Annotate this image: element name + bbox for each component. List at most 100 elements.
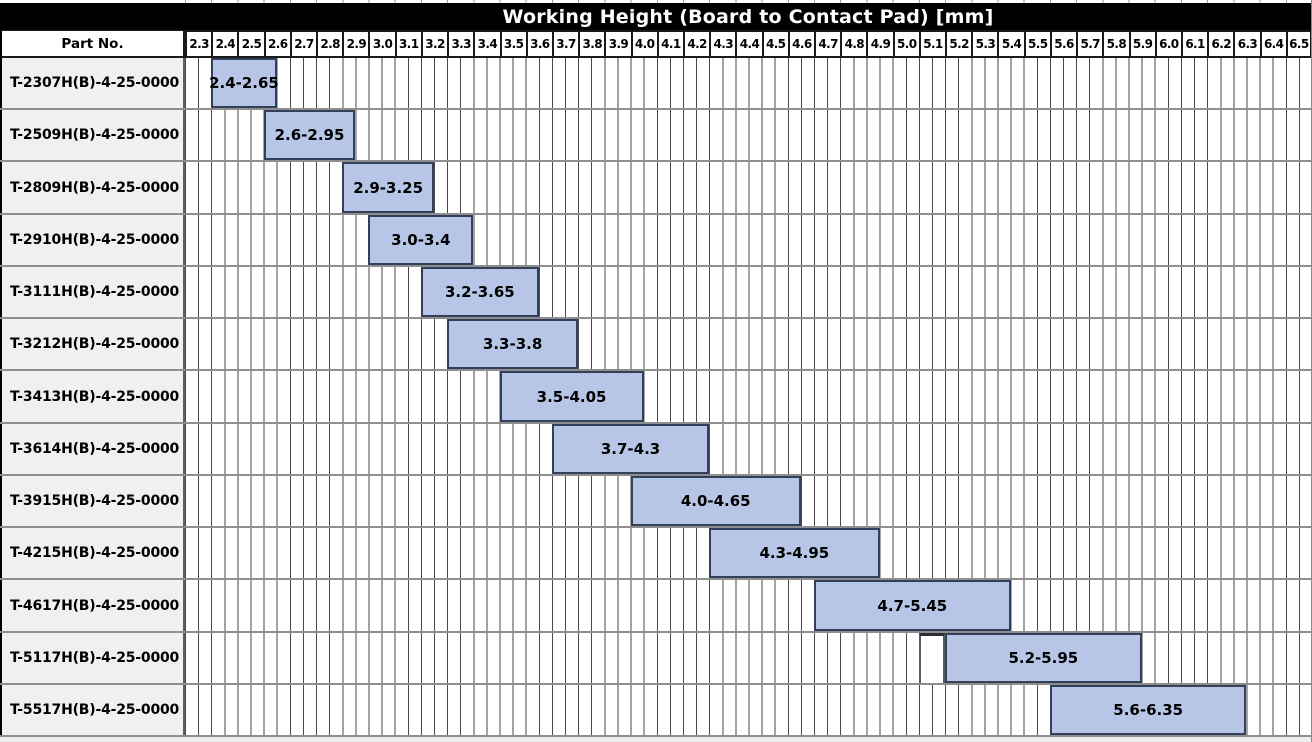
x-axis-tick-label: 5.7 [1076, 30, 1103, 58]
x-axis-tick-label: 5.2 [945, 30, 972, 58]
range-bar: 5.6-6.35 [1049, 685, 1247, 735]
range-bar: 4.3-4.95 [709, 528, 880, 578]
range-bar: 3.0-3.4 [368, 215, 474, 265]
range-bar-label: 3.2-3.65 [444, 283, 515, 301]
x-axis-tick-label: 2.8 [316, 30, 343, 58]
x-axis-tick-label: 4.2 [682, 30, 710, 58]
table-row: 4.3-4.95 T-4215H(B)-4-25-0000 [0, 528, 1311, 580]
x-axis-tick-label: 2.7 [289, 30, 317, 58]
part-no-cell: T-5517H(B)-4-25-0000 [0, 685, 185, 735]
range-bar-label: 2.4-2.65 [209, 74, 279, 92]
table-row: 2.4-2.65 T-2307H(B)-4-25-0000 [0, 58, 1311, 110]
x-axis-tick-label: 5.0 [892, 30, 919, 58]
range-bar-label: 5.2-5.95 [1008, 649, 1079, 667]
range-bar: 2.9-3.25 [342, 162, 434, 213]
x-axis-tick-label: 2.4 [211, 30, 238, 58]
range-bar-label: 4.0-4.65 [680, 492, 751, 510]
part-no-cell: T-2910H(B)-4-25-0000 [0, 215, 185, 265]
x-axis-tick-label: 2.6 [263, 30, 290, 58]
range-bar: 2.4-2.65 [209, 58, 279, 108]
range-bar-label: 2.6-2.95 [274, 126, 345, 144]
x-axis-tick-label: 6.5 [1285, 30, 1311, 58]
part-no-cell: T-4617H(B)-4-25-0000 [0, 580, 185, 631]
row-gridlines [185, 424, 1311, 474]
x-axis-tick-label: 5.6 [1049, 30, 1077, 58]
x-axis-tick-label: 4.3 [709, 30, 736, 58]
range-bar-label: 4.7-5.45 [877, 596, 948, 615]
range-bar-label: 2.9-3.25 [353, 178, 424, 197]
table-row: 3.2-3.65 T-3111H(B)-4-25-0000 [0, 267, 1311, 319]
x-axis-tick-label: 4.9 [866, 30, 893, 58]
row-gridlines [185, 58, 1311, 108]
range-bar-label: 3.7-4.3 [600, 440, 661, 458]
range-bar: 5.2-5.95 [945, 633, 1142, 683]
chart-title: Working Height (Board to Contact Pad) [m… [502, 5, 994, 28]
table-row: 2.9-3.25 T-2809H(B)-4-25-0000 [0, 162, 1311, 215]
row-gridlines [185, 319, 1311, 369]
table-row: 3.7-4.3 T-3614H(B)-4-25-0000 [0, 424, 1311, 476]
x-axis-tick-label: 4.1 [656, 30, 683, 58]
part-no-cell: T-5117H(B)-4-25-0000 [0, 633, 185, 683]
x-axis-tick-label: 6.3 [1233, 30, 1260, 58]
row-gridlines [185, 215, 1311, 265]
x-axis-tick-label: 3.2 [420, 30, 448, 58]
x-axis-tick-label: 6.1 [1180, 30, 1208, 58]
range-bar-label: 5.6-6.35 [1113, 701, 1184, 719]
x-axis-tick-label: 6.0 [1154, 30, 1181, 58]
x-axis-tick-label: 3.6 [525, 30, 552, 58]
x-axis-tick-label: 3.7 [551, 30, 579, 58]
x-axis-tick-label: 2.9 [342, 30, 369, 58]
table-row: 3.3-3.8 T-3212H(B)-4-25-0000 [0, 319, 1311, 371]
range-bar: 4.7-5.45 [814, 580, 1011, 631]
x-axis-tick-label: 3.5 [499, 30, 526, 58]
part-no-cell: T-3212H(B)-4-25-0000 [0, 319, 185, 369]
row-gridlines [185, 371, 1311, 422]
x-axis-tick-label: 5.1 [918, 30, 946, 58]
x-axis-tick-label: 6.4 [1259, 30, 1286, 58]
table-row: 3.5-4.05 T-3413H(B)-4-25-0000 [0, 371, 1311, 424]
x-axis-tick-label: 3.9 [604, 30, 631, 58]
x-axis-tick-label: 5.4 [997, 30, 1024, 58]
part-no-cell: T-2509H(B)-4-25-0000 [0, 110, 185, 160]
range-bar: 2.6-2.95 [263, 110, 356, 160]
table-row: 5.6-6.35 T-5517H(B)-4-25-0000 [0, 685, 1311, 737]
x-axis-tick-label: 5.5 [1023, 30, 1050, 58]
part-no-cell: T-3915H(B)-4-25-0000 [0, 476, 185, 526]
part-no-cell: T-2307H(B)-4-25-0000 [0, 58, 185, 108]
part-no-cell: T-3413H(B)-4-25-0000 [0, 371, 185, 422]
x-axis-tick-label: 4.5 [761, 30, 788, 58]
x-axis-header-row: Part No. 2.3 2.4 2.5 2.6 2.7 2.8 2.9 3.0 3.1 3.2 3… [0, 30, 1311, 58]
x-axis-tick-label: 2.3 [185, 30, 212, 58]
x-axis-tick-label: 5.9 [1128, 30, 1155, 58]
range-bar: 3.5-4.05 [499, 371, 644, 422]
empty-outlined-cell [918, 633, 946, 683]
range-bar-label: 3.5-4.05 [536, 387, 607, 406]
x-axis-tick-label: 4.8 [840, 30, 867, 58]
x-axis-tick-label: 4.7 [814, 30, 841, 58]
x-axis-tick-label: 3.3 [447, 30, 474, 58]
range-bar-label: 3.3-3.8 [482, 335, 543, 353]
x-axis-tick-label: 3.0 [368, 30, 395, 58]
part-no-cell: T-3614H(B)-4-25-0000 [0, 424, 185, 474]
range-bar: 3.2-3.65 [420, 267, 539, 317]
part-no-cell: T-4215H(B)-4-25-0000 [0, 528, 185, 578]
range-bar-label: 3.0-3.4 [391, 231, 451, 249]
chart-title-bar: Working Height (Board to Contact Pad) [m… [0, 3, 1311, 30]
part-no-cell: T-2809H(B)-4-25-0000 [0, 162, 185, 213]
range-bar: 4.0-4.65 [630, 476, 801, 526]
row-gridlines [185, 580, 1311, 631]
table-row: 5.2-5.95 T-5117H(B)-4-25-0000 [0, 633, 1311, 685]
table-row: 2.6-2.95 T-2509H(B)-4-25-0000 [0, 110, 1311, 162]
x-axis-tick-label: 4.6 [787, 30, 815, 58]
row-gridlines [185, 633, 1311, 683]
x-axis-tick-label: 3.8 [578, 30, 605, 58]
range-bar: 3.3-3.8 [447, 319, 579, 369]
range-bar-label: 4.3-4.95 [759, 544, 830, 562]
x-axis-tick-label: 3.1 [394, 30, 421, 58]
part-no-column-header: Part No. [0, 30, 185, 58]
row-gridlines [185, 267, 1311, 317]
table-row: 3.0-3.4 T-2910H(B)-4-25-0000 [0, 215, 1311, 267]
table-row: 4.7-5.45 T-4617H(B)-4-25-0000 [0, 580, 1311, 633]
table-row: 4.0-4.65 T-3915H(B)-4-25-0000 [0, 476, 1311, 528]
row-gridlines [185, 110, 1311, 160]
